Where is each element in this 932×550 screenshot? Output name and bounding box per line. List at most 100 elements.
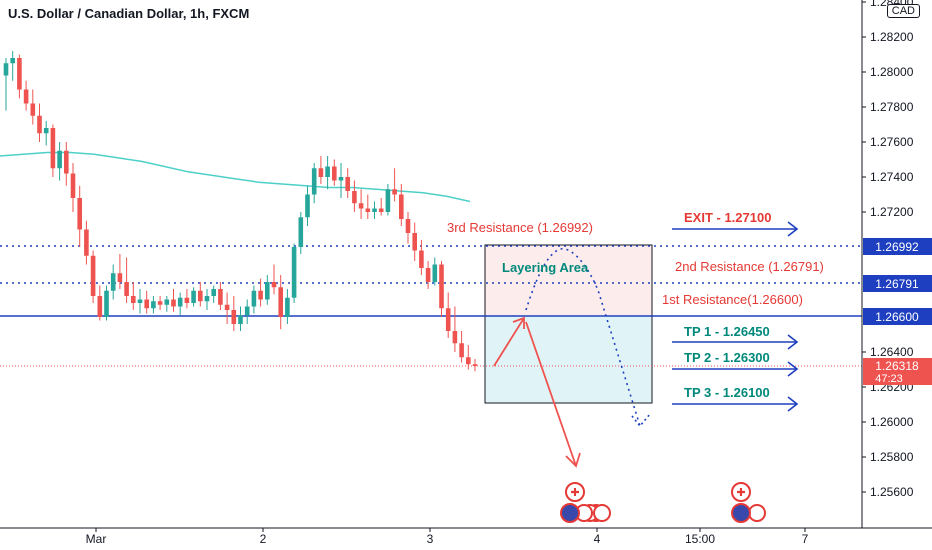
candle <box>378 198 384 216</box>
candle <box>432 257 438 286</box>
tp1-label: TP 1 - 1.26450 <box>684 324 770 339</box>
candle-body <box>425 268 431 282</box>
y-tick-label: 1.25800 <box>870 450 914 464</box>
candle-body <box>191 290 196 303</box>
candle <box>399 184 404 226</box>
usd-flag-icon-2[interactable] <box>731 503 751 523</box>
candle-body <box>278 287 283 317</box>
candle <box>84 220 89 265</box>
cad-flag-icon-2[interactable] <box>731 482 751 502</box>
candle <box>124 257 129 303</box>
zone-label: Layering Area <box>502 260 589 275</box>
candle <box>305 185 310 226</box>
level-badge-2-text: 1.26791 <box>875 277 919 291</box>
candle <box>224 292 230 324</box>
candle <box>372 201 377 219</box>
candle-body <box>439 264 444 309</box>
y-tick-label: 1.28200 <box>870 30 914 44</box>
candle-body <box>144 299 149 309</box>
candle <box>318 156 324 184</box>
candle-body <box>325 166 330 177</box>
candlestick-series <box>3 51 478 372</box>
x-axis[interactable]: Mar 2 3 4 15:00 7 <box>86 528 809 546</box>
candle-body <box>358 203 364 209</box>
candle-body <box>70 173 76 198</box>
layering-zone-box <box>484 244 653 404</box>
candle <box>177 292 183 316</box>
candle-body <box>124 282 129 296</box>
candle-body <box>57 150 62 169</box>
candle <box>278 275 283 330</box>
projection-down-arrowhead <box>565 452 581 468</box>
target-arrows <box>672 221 799 412</box>
candle-body <box>392 189 397 195</box>
projection-arrows <box>493 248 651 468</box>
moving-average-line <box>0 151 471 203</box>
currency-unit-badge[interactable]: CAD <box>886 4 920 18</box>
candle-body <box>352 191 357 204</box>
svg-text:✚: ✚ <box>570 487 579 499</box>
candle-body <box>3 63 9 76</box>
candle-body <box>30 103 36 116</box>
candle-body <box>345 177 350 191</box>
candle-body <box>171 299 176 307</box>
candle-body <box>466 357 471 365</box>
candle-body <box>285 297 290 317</box>
current-price-badge: 1.26318 47:23 <box>863 358 932 385</box>
candle <box>97 285 103 321</box>
candle-body <box>238 315 243 324</box>
candle-body <box>157 301 163 305</box>
cad-flag-icon[interactable] <box>565 482 585 502</box>
tp2-arrowhead <box>787 361 799 377</box>
candle-body <box>399 194 404 219</box>
event-group-1[interactable]: ✚ <box>560 482 611 523</box>
y-axis[interactable]: 1.284001.282001.280001.278001.276001.274… <box>862 0 914 499</box>
candle <box>419 240 424 275</box>
current-price-text: 1.26318 <box>875 359 919 373</box>
candle-body <box>291 247 297 298</box>
level-badge-1-text: 1.26992 <box>875 240 919 254</box>
candle-body <box>372 208 377 212</box>
candle <box>50 124 56 177</box>
y-tick-label: 1.26000 <box>870 415 914 429</box>
candle-body <box>43 128 49 134</box>
candle <box>110 264 116 300</box>
level-badge-1: 1.26992 <box>863 238 932 255</box>
projection-up-arrow <box>493 317 525 367</box>
candle-body <box>298 217 304 247</box>
candle <box>30 89 36 125</box>
target-zone <box>485 316 652 403</box>
x-tick-label: 7 <box>802 532 809 546</box>
x-tick-label: 2 <box>260 532 267 546</box>
candle <box>117 254 123 289</box>
projection-up-arrowhead <box>512 316 525 329</box>
res2-label: 2nd Resistance (1.26791) <box>675 259 824 274</box>
projection-down-arrow <box>525 321 577 467</box>
candle <box>325 156 330 190</box>
candle <box>365 194 371 219</box>
candle <box>244 299 250 324</box>
candle-body <box>265 282 270 300</box>
candle <box>131 282 136 310</box>
usd-flag-icon[interactable] <box>560 503 580 523</box>
candle-body <box>472 364 478 366</box>
level-badge-2: 1.26791 <box>863 275 932 292</box>
candle-body <box>151 301 156 309</box>
x-tick-label: 3 <box>427 532 434 546</box>
x-tick-label: Mar <box>86 532 107 546</box>
tp3-label: TP 3 - 1.26100 <box>684 385 770 400</box>
candle <box>439 261 444 317</box>
candle <box>311 163 317 204</box>
candle <box>43 121 49 146</box>
candle-body <box>251 290 257 307</box>
event-group-2[interactable]: ✚ <box>731 482 766 523</box>
candle <box>191 287 196 307</box>
candle-body <box>164 299 170 305</box>
candle-body <box>218 289 223 305</box>
candle <box>198 282 203 307</box>
candle <box>171 289 176 312</box>
candle <box>77 185 82 247</box>
y-tick-label: 1.26400 <box>870 345 914 359</box>
candle-body <box>332 166 337 181</box>
